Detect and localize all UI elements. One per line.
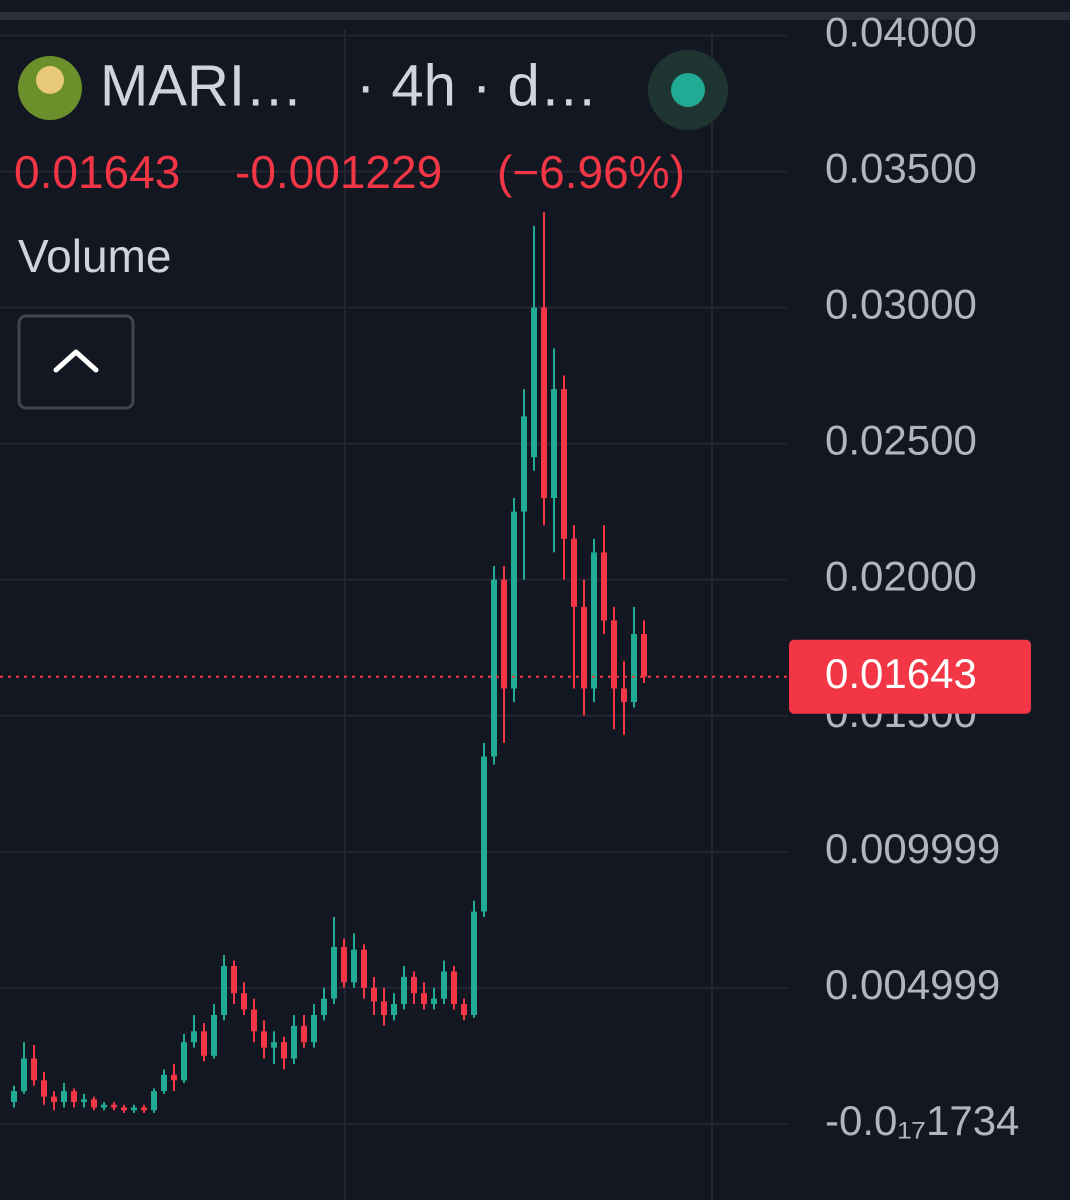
candle-body xyxy=(261,1031,267,1048)
price: 0.01643 xyxy=(14,146,180,198)
candle-body xyxy=(201,1031,207,1056)
candle-body xyxy=(41,1080,47,1097)
candle-body xyxy=(611,620,617,689)
last-price-label: 0.01643 xyxy=(825,650,977,697)
candle-body xyxy=(161,1074,167,1092)
candle-body xyxy=(71,1091,77,1103)
y-tick-label: 0.03500 xyxy=(825,145,977,192)
candle-body xyxy=(131,1107,137,1111)
change: -0.001229 xyxy=(235,146,442,198)
candle-body xyxy=(561,389,567,539)
candle-body xyxy=(281,1042,287,1059)
last-price-box xyxy=(789,639,1031,714)
candle-body xyxy=(421,993,427,1005)
candle-body xyxy=(501,579,507,689)
candle-body xyxy=(151,1091,157,1111)
candle-body xyxy=(361,949,367,988)
candle-body xyxy=(301,1025,307,1043)
candle-body xyxy=(231,966,237,994)
candle-body xyxy=(441,971,447,999)
candle-body xyxy=(141,1107,147,1111)
candle-body xyxy=(31,1058,37,1081)
candle-body xyxy=(171,1074,177,1081)
candle-body xyxy=(251,1009,257,1032)
y-tick-label: 0.009999 xyxy=(825,825,1000,872)
candle-body xyxy=(341,946,347,983)
candle-body xyxy=(11,1091,17,1103)
chevron-up-icon xyxy=(53,349,99,373)
candle-body xyxy=(471,911,477,1015)
candle-body xyxy=(461,1004,467,1015)
y-tick-label: 0.02500 xyxy=(825,417,977,464)
status-dot xyxy=(671,73,705,107)
candle-body xyxy=(581,606,587,689)
interval[interactable]: · 4h · d… xyxy=(356,53,598,118)
y-tick-label: 0.004999 xyxy=(825,961,1000,1008)
top-bar xyxy=(0,12,1070,20)
candle-body xyxy=(111,1104,117,1108)
candle-body xyxy=(61,1091,67,1103)
candle-body xyxy=(91,1099,97,1108)
y-tick-label: 0.04000 xyxy=(825,9,977,56)
candle-body xyxy=(211,1014,217,1056)
candle-body xyxy=(431,998,437,1005)
symbol[interactable]: MARI… xyxy=(100,53,303,118)
candle-body xyxy=(521,416,527,512)
candle-body xyxy=(491,579,497,757)
candle-body xyxy=(51,1096,57,1103)
candle-body xyxy=(591,552,597,689)
candle-body xyxy=(511,511,517,689)
candle-body xyxy=(221,966,227,1015)
candle-body xyxy=(631,634,637,703)
y-tick-label: -0.0₁₇1734 xyxy=(825,1097,1019,1144)
y-tick-label: 0.02000 xyxy=(825,553,977,600)
candle-body xyxy=(291,1025,297,1059)
candle-body xyxy=(121,1107,127,1111)
indicator-label: Volume xyxy=(18,230,171,282)
candle-body xyxy=(181,1042,187,1081)
candle-body xyxy=(641,634,647,677)
collapse-button[interactable] xyxy=(17,314,135,410)
candle-body xyxy=(601,552,607,621)
candle-body xyxy=(331,946,337,999)
avatar-face xyxy=(36,66,64,94)
candle-body xyxy=(351,949,357,983)
candle-body xyxy=(311,1014,317,1043)
candle-body xyxy=(81,1099,87,1103)
candle-body xyxy=(391,1004,397,1015)
candle-body xyxy=(411,976,417,994)
overlay: MARI… · 4h · d… 0.01643 -0.001229 (−6.96… xyxy=(0,50,1031,714)
candle-body xyxy=(21,1058,27,1092)
candle-body xyxy=(571,538,577,607)
candle-body xyxy=(241,993,247,1010)
candle-body xyxy=(101,1104,107,1108)
grid: -0.0₁₇17340.0049990.0099990.015000.02000… xyxy=(0,9,1019,1144)
candle-body xyxy=(381,1001,387,1015)
y-tick-label: 0.03000 xyxy=(825,281,977,328)
change-percent: (−6.96%) xyxy=(497,146,685,198)
candle-body xyxy=(401,976,407,1005)
candle-body xyxy=(551,389,557,498)
candle-body xyxy=(541,307,547,498)
candle-body xyxy=(451,971,457,1005)
candle-body xyxy=(531,307,537,458)
candle-body xyxy=(371,987,377,1002)
candle-body xyxy=(271,1042,277,1048)
candle-body xyxy=(621,688,627,703)
candle-body xyxy=(321,998,327,1015)
candle-body xyxy=(481,756,487,912)
candles xyxy=(11,212,647,1113)
candle-body xyxy=(191,1031,197,1043)
